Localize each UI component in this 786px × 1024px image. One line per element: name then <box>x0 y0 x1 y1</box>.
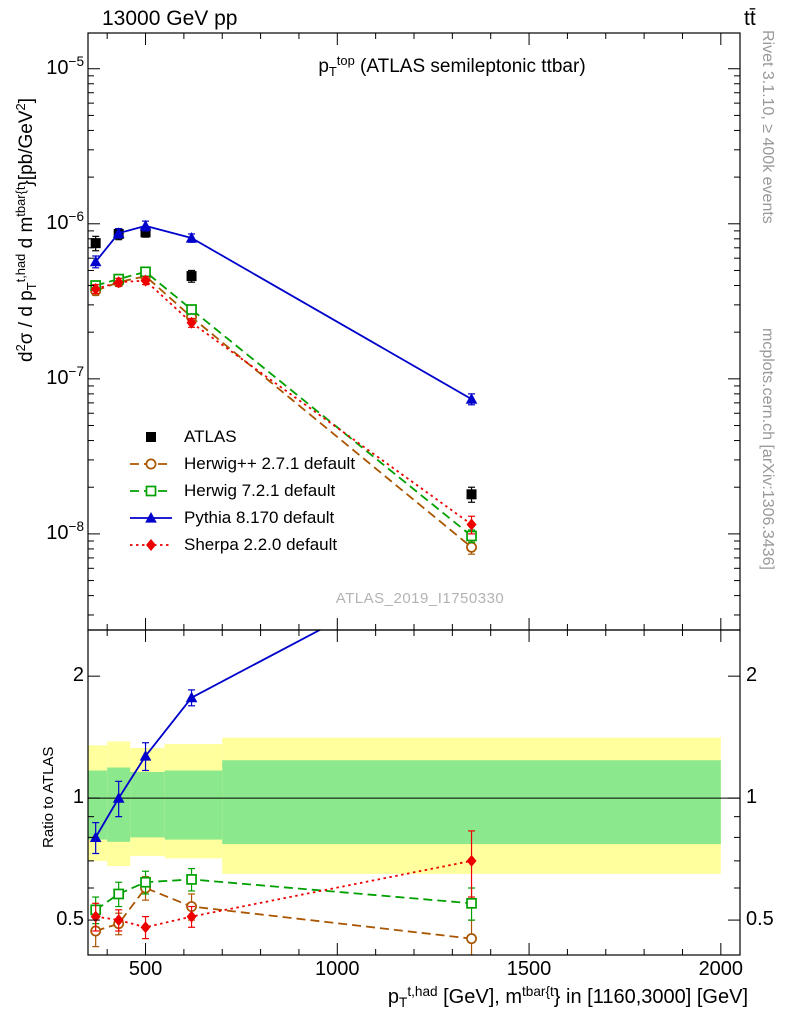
legend-item-herwigpp: Herwig++ 2.7.1 default <box>128 450 355 477</box>
legend-label-sherpa: Sherpa 2.2.0 default <box>184 534 338 554</box>
y-tick-label: 10−7 <box>46 364 84 389</box>
legend-item-atlas: ATLAS <box>128 423 355 450</box>
marker-square-open <box>113 888 125 900</box>
legend-item-sherpa: Sherpa 2.2.0 default <box>128 531 355 558</box>
sherpa-legend-swatch <box>130 538 172 551</box>
ratio-series-pythia <box>89 630 322 855</box>
legend-label-atlas: ATLAS <box>184 426 237 446</box>
ratio-series-herwigpp <box>90 876 477 955</box>
herwigpp-ratio-line <box>95 887 472 940</box>
marker-square-filled <box>90 238 101 249</box>
y-tick-label: 10−5 <box>46 54 84 79</box>
marker-diamond-filled <box>113 276 124 289</box>
legend-item-herwig7: Herwig 7.2.1 default <box>128 477 355 504</box>
herwig7-line <box>95 270 473 537</box>
x-tick-label: 500 <box>128 958 163 980</box>
mcplots-attribution-label: mcplots.cern.ch [arXiv:1306.3436] <box>759 328 776 570</box>
marker-triangle-filled <box>145 511 157 523</box>
marker-square-filled <box>146 431 156 442</box>
marker-diamond-filled <box>113 914 124 927</box>
marker-diamond-filled <box>140 274 151 287</box>
marker-triangle-filled <box>89 831 102 842</box>
marker-circle-open <box>466 933 477 945</box>
green-band-segment <box>222 760 721 845</box>
x-tick-label: 1000 <box>315 958 360 980</box>
marker-triangle-filled <box>89 255 102 267</box>
marker-triangle-filled <box>465 393 478 404</box>
legend-label-herwigpp: Herwig++ 2.7.1 default <box>184 453 356 473</box>
marker-triangle-filled <box>112 227 125 238</box>
process-label: tt̄ <box>744 7 756 30</box>
marker-diamond-filled <box>466 518 477 531</box>
marker-diamond-filled <box>186 910 197 923</box>
marker-circle-open <box>145 458 157 469</box>
green-band-segment <box>164 770 223 840</box>
main-series-pythia <box>89 219 478 406</box>
ratio-uncertainty-bands <box>88 737 721 874</box>
marker-square-open <box>466 897 477 909</box>
marker-triangle-filled <box>112 792 125 803</box>
herwigpp-line <box>95 275 473 548</box>
marker-square-open <box>140 876 151 888</box>
x-tick-label: 2000 <box>698 958 744 980</box>
marker-diamond-filled <box>146 538 156 551</box>
marker-square-open <box>186 304 197 315</box>
beam-energy-label: 13000 GeV pp <box>102 7 238 30</box>
marker-diamond-filled <box>186 316 197 329</box>
y-tick-label: 10−6 <box>46 209 84 234</box>
legend-label-pythia: Pythia 8.170 default <box>184 507 335 527</box>
herwig7-legend-swatch <box>130 485 172 496</box>
marker-circle-open <box>466 541 477 553</box>
marker-square-open <box>145 485 157 496</box>
ratio-tick-label-right: 2 <box>746 664 758 687</box>
y-tick-label: 10−8 <box>46 519 84 544</box>
legend: ATLAS Herwig++ 2.7.1 default Herwig 7.2.1 … <box>128 423 355 558</box>
atlas-legend-swatch <box>146 431 156 442</box>
herwig7-ratio-line <box>95 878 472 911</box>
marker-triangle-filled <box>185 691 198 703</box>
plot-title: pTtop (ATLAS semileptonic ttbar) <box>318 52 586 79</box>
ratio-tick-label-right: 0.5 <box>746 908 774 931</box>
green-band-segment <box>130 772 165 838</box>
pythia-line <box>94 224 472 400</box>
x-axis-title: pTt,had [GeV], mtbar{t} in [1160,3000] [… <box>387 983 748 1010</box>
legend-label-herwig7: Herwig 7.2.1 default <box>184 480 336 500</box>
marker-square-filled <box>140 227 151 238</box>
rivet-version-label: Rivet 3.1.10, ≥ 400k events <box>759 30 776 224</box>
marker-triangle-filled <box>139 750 152 761</box>
legend-item-pythia: Pythia 8.170 default <box>128 504 355 531</box>
marker-triangle-filled <box>139 219 152 231</box>
axis-ticks <box>88 33 740 955</box>
ratio-tick-label-left: 1 <box>72 786 84 809</box>
sherpa-ratio-line <box>95 859 472 929</box>
pythia-legend-swatch <box>130 511 172 523</box>
marker-diamond-filled <box>466 854 477 867</box>
marker-triangle-filled <box>185 231 198 243</box>
analysis-id-watermark: ATLAS_2019_I1750330 <box>335 590 505 607</box>
sherpa-line <box>95 279 473 526</box>
x-tick-label: 1500 <box>506 958 552 980</box>
ratio-tick-label-left: 2 <box>72 664 84 687</box>
marker-diamond-filled <box>140 921 151 934</box>
ratio-tick-label-right: 1 <box>746 786 758 809</box>
ratio-tick-label-left: 0.5 <box>56 908 84 931</box>
green-band-segment <box>88 770 108 840</box>
marker-square-filled <box>466 489 477 500</box>
herwigpp-legend-swatch <box>130 458 172 469</box>
marker-square-open <box>186 874 197 885</box>
marker-square-filled <box>186 271 197 282</box>
